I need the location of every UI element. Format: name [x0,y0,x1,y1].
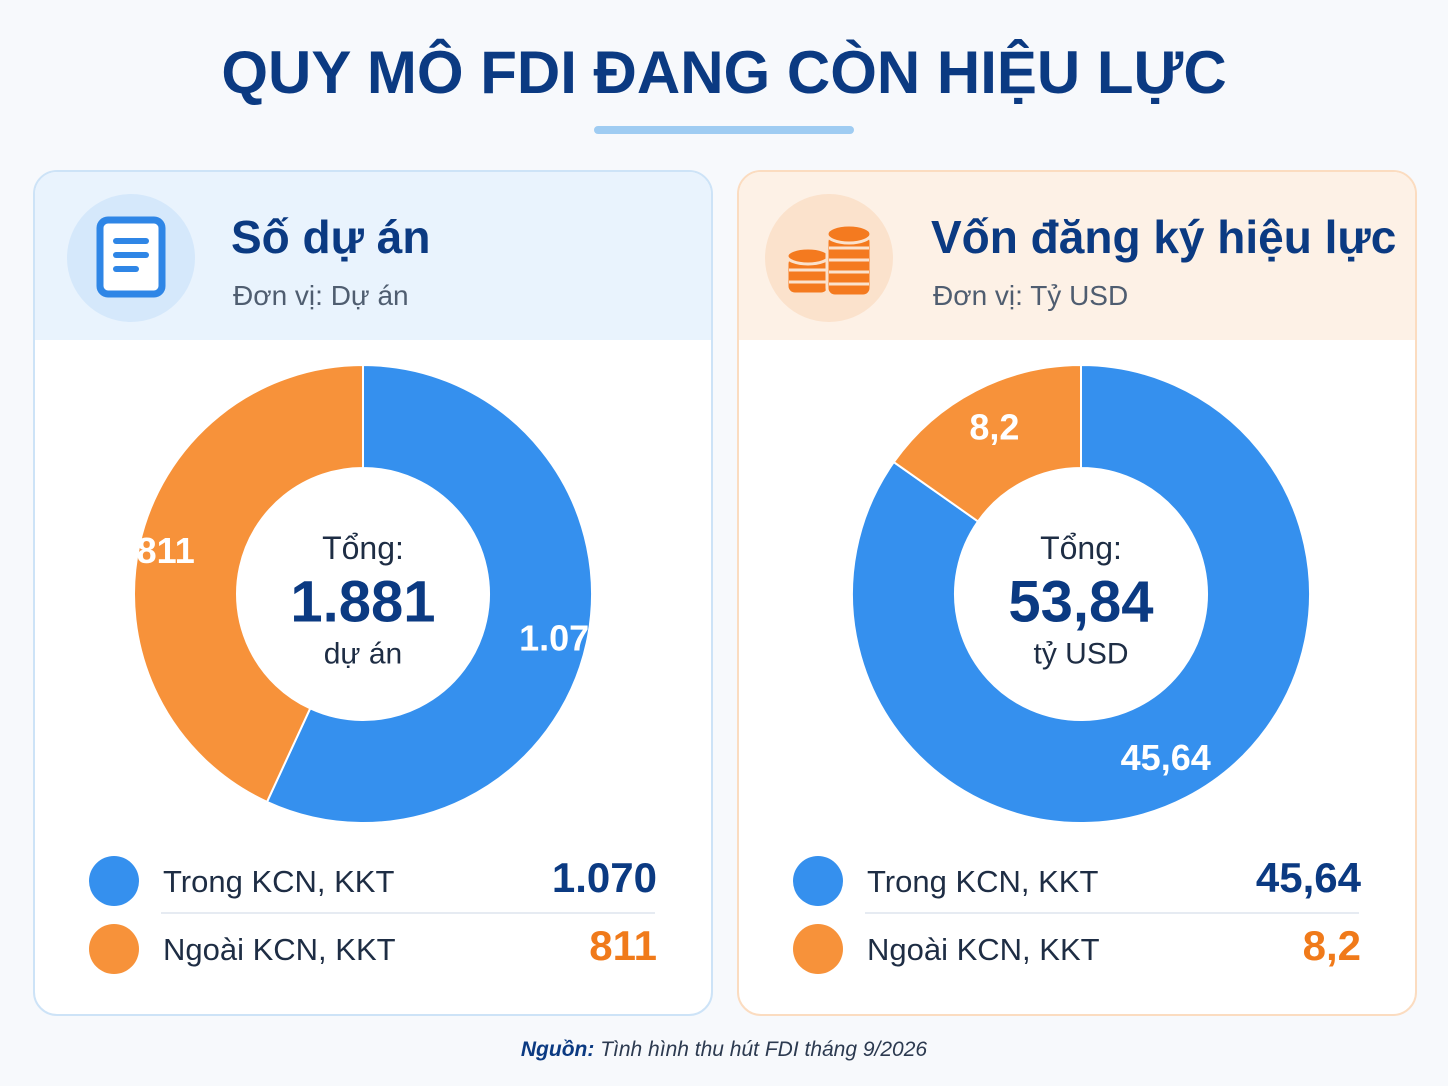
slice-data-label: 45,64 [1121,737,1211,778]
source-label: Nguồn: [520,1038,595,1061]
icon-badge [765,194,893,322]
icon-badge [67,194,195,322]
legend-item-outside: Ngoài KCN, KKT 8,2 [793,918,1361,978]
legend-value: 811 [589,922,657,969]
center-total-value: 53,84 [1008,570,1153,635]
legend-item-inside: Trong KCN, KKT 45,64 [793,850,1361,910]
center-total-unit: tỷ USD [1033,638,1128,671]
slice-data-label: 1.070 [519,618,609,659]
card-header: Số dự án Đơn vị: Dự án [35,172,711,340]
source-note: Nguồn: Tình hình thu hút FDI tháng 9/202… [0,1038,1448,1062]
donut-hole [955,468,1207,720]
legend-label: Trong KCN, KKT [867,864,1099,899]
source-text: Tình hình thu hút FDI tháng 9/2026 [600,1038,928,1061]
center-total-value: 1.881 [290,570,435,635]
document-icon [96,216,166,298]
donut-slice-inside [265,363,593,824]
slice-data-label: 8,2 [969,407,1019,448]
center-total-label: Tổng: [322,530,404,566]
legend-divider [865,912,1359,914]
slice-data-label: 811 [137,530,195,571]
center-total-label: Tổng: [1040,530,1122,566]
projects-card: Số dự án Đơn vị: Dự án 1.070 811 Tổng: 1.88… [33,170,713,1016]
card-title: Vốn đăng ký hiệu lực [931,211,1397,263]
legend-label: Ngoài KCN, KKT [867,932,1100,967]
legend-swatch-blue [793,856,843,906]
card-unit: Đơn vị: Dự án [233,280,409,311]
legend-swatch-orange [793,924,843,974]
legend-value: 1.070 [551,854,657,901]
legend-swatch-orange [89,924,139,974]
card-unit: Đơn vị: Tỷ USD [933,280,1129,311]
legend-label: Trong KCN, KKT [163,864,395,899]
capital-card: Vốn đăng ký hiệu lực Đơn vị: Tỷ USD 45,6… [737,170,1417,1016]
legend-value: 45,64 [1255,854,1361,901]
title-underline [594,126,854,134]
legend-swatch-blue [89,856,139,906]
coins-icon [785,223,873,298]
legend-divider [161,912,655,914]
legend-item-inside: Trong KCN, KKT 1.070 [89,850,657,910]
card-title: Số dự án [231,211,431,263]
center-total-unit: dự án [324,638,402,671]
legend-item-outside: Ngoài KCN, KKT 811 [89,918,657,978]
legend-value: 8,2 [1302,922,1361,969]
card-header: Vốn đăng ký hiệu lực Đơn vị: Tỷ USD [739,172,1415,340]
donut-hole [237,468,489,720]
page-title: QUY MÔ FDI ĐANG CÒN HIỆU LỰC [221,39,1227,106]
legend-label: Ngoài KCN, KKT [163,932,396,967]
